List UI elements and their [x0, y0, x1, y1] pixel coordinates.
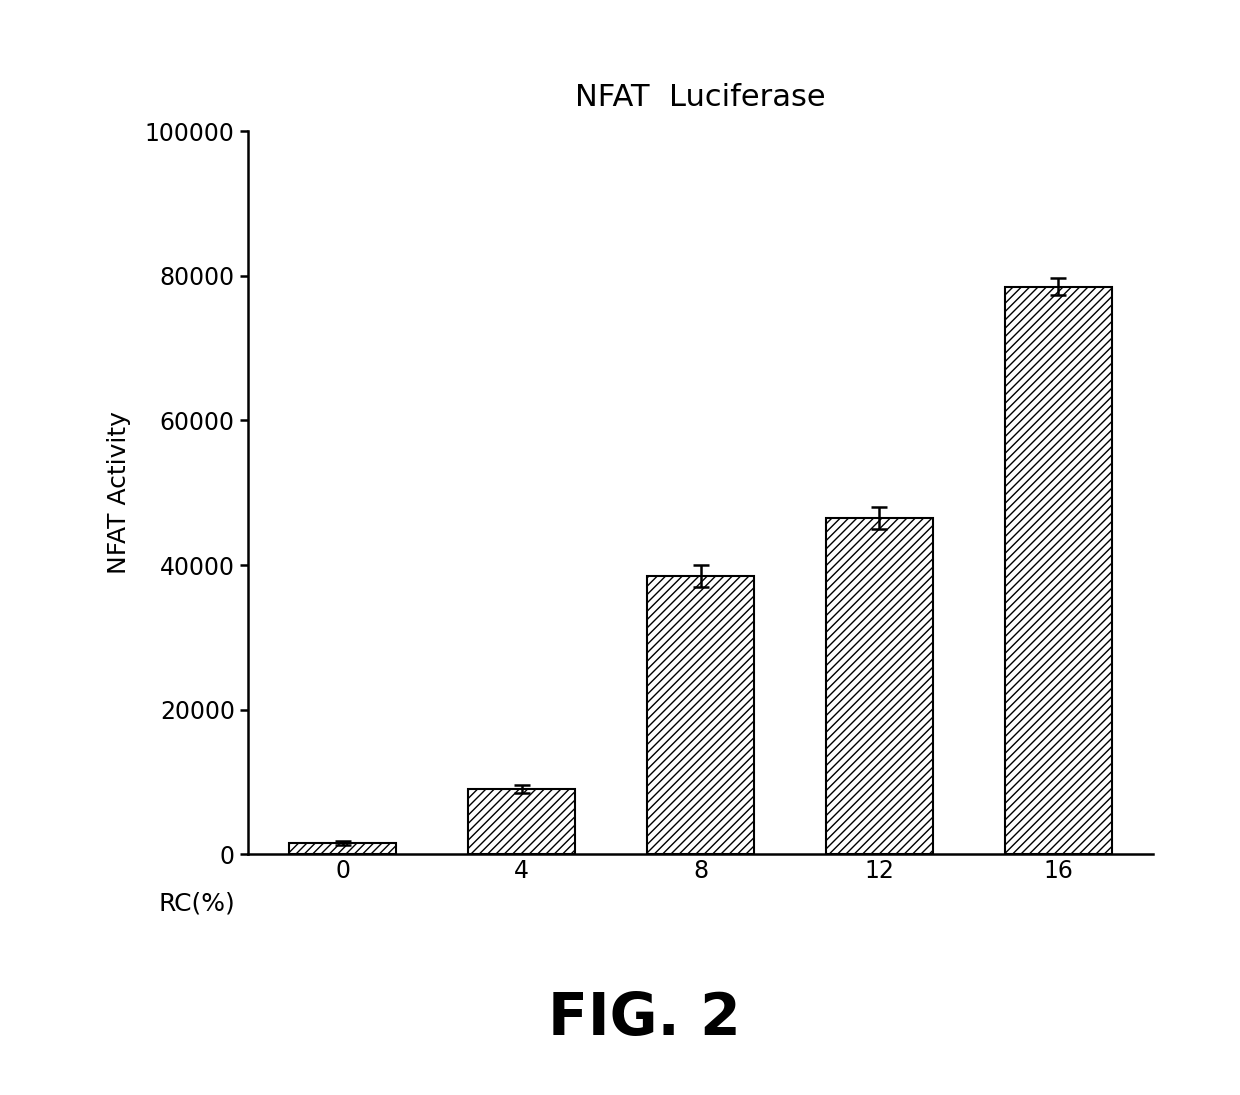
Text: RC(%): RC(%): [159, 891, 236, 915]
Title: NFAT  Luciferase: NFAT Luciferase: [575, 83, 826, 113]
Bar: [1004, 287, 1112, 854]
Bar: [826, 518, 934, 854]
Text: FIG. 2: FIG. 2: [548, 990, 742, 1047]
Bar: [467, 789, 575, 854]
Bar: [647, 576, 754, 854]
Y-axis label: NFAT Activity: NFAT Activity: [107, 412, 131, 574]
Bar: [289, 843, 397, 854]
